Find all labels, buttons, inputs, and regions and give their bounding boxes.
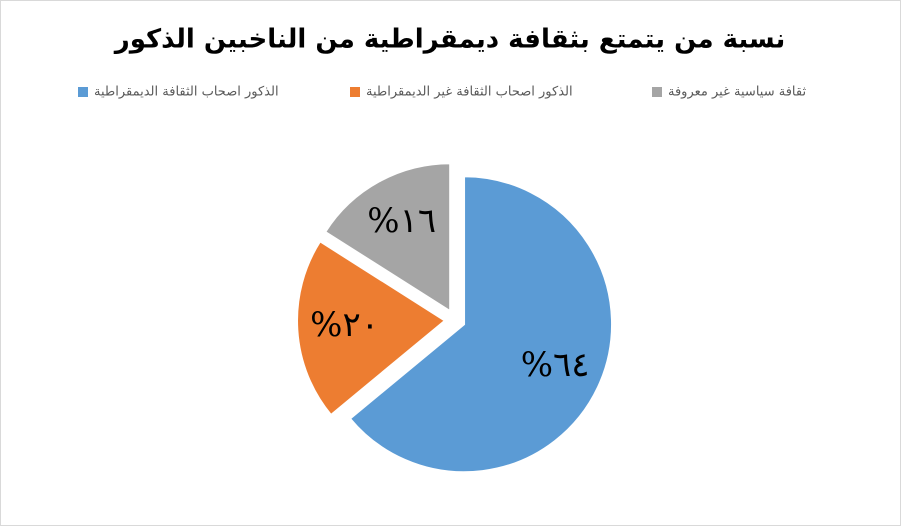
legend-label: ثقافة سياسية غير معروفة: [668, 85, 806, 100]
legend-marker: [350, 87, 360, 97]
data-label: ٢٠%: [310, 305, 379, 345]
data-label: ٦٤%: [521, 345, 590, 385]
pie-slice: [323, 162, 452, 314]
pie-slice: [348, 175, 614, 474]
legend-marker: [78, 87, 88, 97]
legend-label: الذكور اصحاب الثقافة غير الديمقراطية: [366, 85, 573, 100]
legend-marker: [652, 87, 662, 97]
legend-label: الذكور اصحاب الثقافة الديمقراطية: [94, 85, 279, 100]
chart-title: نسبة من يتمتع بثقافة ديمقراطية من الناخب…: [113, 25, 785, 55]
data-label: ١٦%: [367, 201, 436, 241]
pie-slice: [296, 239, 447, 417]
